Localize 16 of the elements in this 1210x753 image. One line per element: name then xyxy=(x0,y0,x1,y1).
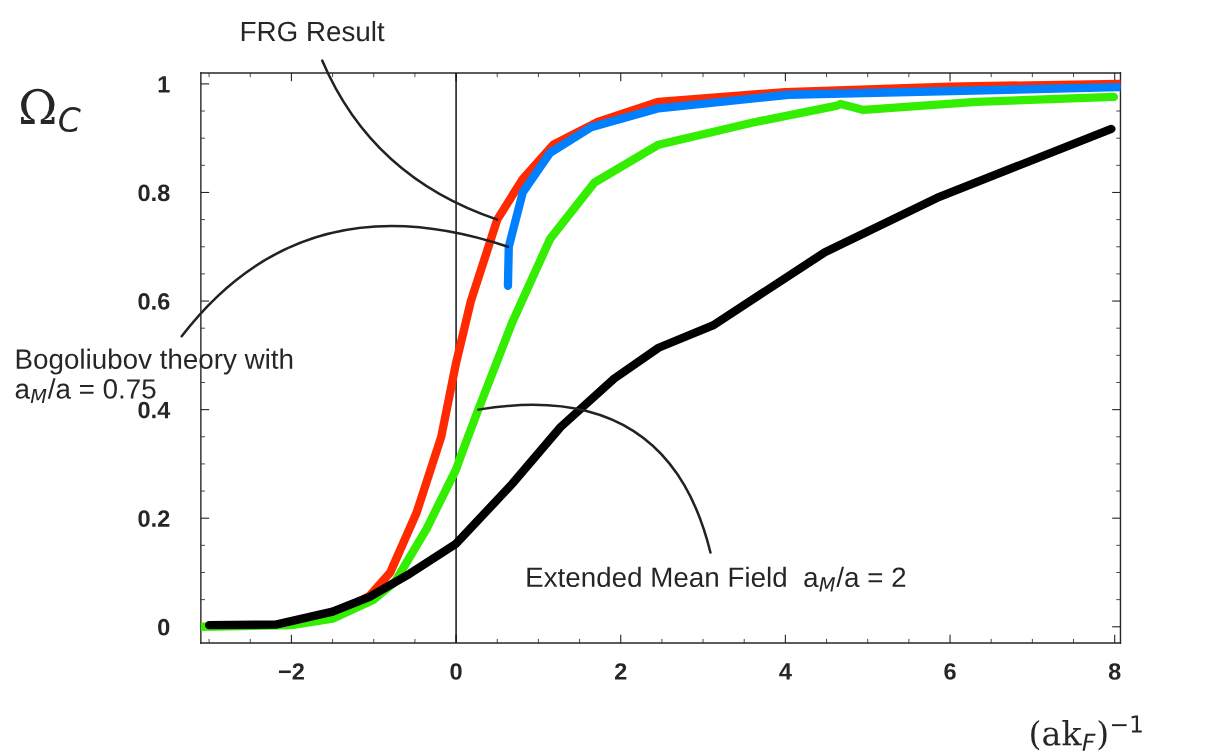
x-tick-label: 0 xyxy=(450,663,462,680)
x-tick-label: 4 xyxy=(779,663,792,680)
y-tick-label: 0.4 xyxy=(138,401,171,419)
x-tick-label: −2 xyxy=(278,663,304,680)
annotation: FRG Result xyxy=(241,20,385,42)
x-tick-label: 8 xyxy=(1108,663,1121,680)
x-axis-title: (ak$_{F}$)$^{−1}$ xyxy=(1031,715,1142,751)
y-tick-label: 0.8 xyxy=(138,184,170,202)
x-tick-label: 2 xyxy=(614,663,627,680)
y-axis-title: Ω$_{C}$ xyxy=(21,88,81,133)
y-tick-label: 0 xyxy=(158,618,170,636)
annotation: Extended Mean Field a$_{M}$/a = 2 xyxy=(527,566,906,592)
y-tick-label: 0.6 xyxy=(138,293,170,310)
x-tick-label: 6 xyxy=(944,663,956,680)
y-tick-label: 1 xyxy=(158,76,170,93)
y-tick-label: 0.2 xyxy=(138,510,170,527)
